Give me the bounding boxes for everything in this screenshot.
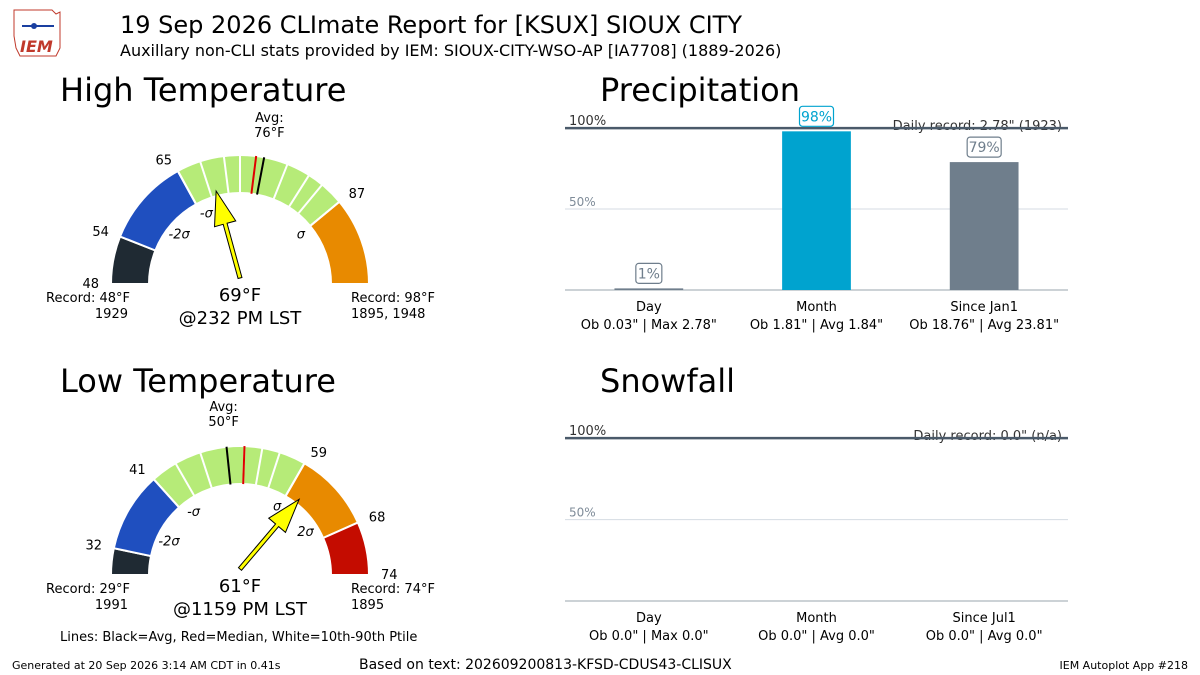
logo-text: IEM (20, 37, 53, 56)
avg-value: 50°F (208, 415, 239, 430)
page-title: 19 Sep 2026 CLImate Report for [KSUX] SI… (120, 11, 742, 39)
ref-label-100: 100% (569, 114, 606, 129)
bar-detail-label: Ob 0.0" | Max 0.0" (589, 629, 709, 644)
observed-arrow (237, 498, 301, 571)
avg-line (225, 446, 232, 485)
ptile-line (199, 452, 213, 489)
record-low-label: Record: 48°F (46, 291, 130, 306)
ptile-line (222, 155, 230, 194)
gauge-tick-label: 65 (156, 153, 173, 168)
ref-label-100: 100% (569, 424, 606, 439)
bar-detail-label: Ob 18.76" | Avg 23.81" (909, 318, 1059, 333)
gauge-tick-label: 74 (381, 568, 398, 583)
low-temp-gauge: Avg:50°F 32 41 59 68 74 -2σ -σ σ 2σ 61°F@1159 PM L… (46, 400, 435, 620)
observed-time: @1159 PM LST (173, 599, 308, 620)
bar (782, 131, 851, 290)
gauge-tick-label: 59 (311, 446, 328, 461)
low-temp-title: Low Temperature (60, 362, 336, 400)
sigma-label: -2σ (169, 228, 191, 243)
ptile-line (152, 478, 180, 509)
bar-category-label: Day (636, 300, 662, 315)
snow-title: Snowfall (600, 362, 735, 400)
ptile-line (287, 174, 310, 208)
median-line (250, 155, 258, 194)
ref-label-50: 50% (569, 195, 596, 209)
ptile-line (284, 462, 306, 497)
sigma-label: -2σ (158, 534, 180, 549)
observed-value: 61°F (219, 576, 261, 597)
gauge-tick-label: 68 (369, 511, 386, 526)
ptile-line (176, 170, 198, 205)
bar-value-box (635, 262, 663, 284)
gauge-tick-label: 54 (92, 225, 109, 240)
footer-app: IEM Autoplot App #218 (1060, 659, 1189, 672)
footer-generated: Generated at 20 Sep 2026 3:14 AM CDT in … (12, 659, 281, 672)
bar-detail-label: Ob 0.03" | Max 2.78" (581, 318, 717, 333)
legend-note: Lines: Black=Avg, Red=Median, White=10th… (60, 630, 417, 645)
avg-value: 76°F (254, 126, 285, 141)
ptile-line (309, 200, 341, 227)
bar-value-label: 98% (801, 109, 832, 125)
ptile-line (199, 161, 213, 198)
bar-category-label: Since Jul1 (952, 611, 1015, 626)
record-high-years: 1895, 1948 (351, 307, 425, 322)
record-low-years: 1929 (95, 307, 128, 322)
gauge-band (321, 521, 371, 576)
record-high-label: Record: 98°F (351, 291, 435, 306)
high-temp-gauge: Avg:76°F 48 54 65 87 -2σ -σ σ 69°F@232 PM LST Rec… (46, 111, 435, 329)
gauge-tick-label: 87 (349, 187, 366, 202)
bar-value-label: 79% (969, 140, 1000, 156)
ptile-line (254, 447, 264, 486)
bar-detail-label: Ob 0.0" | Avg 0.0" (758, 629, 875, 644)
gauge-tick-label: 32 (86, 539, 103, 554)
record-low-years: 1991 (95, 598, 128, 613)
gauge-tick-label: 48 (82, 277, 99, 292)
observed-time: @232 PM LST (179, 308, 303, 329)
sigma-label: -σ (187, 505, 201, 520)
ptile-line (174, 462, 196, 497)
ref-label-50: 50% (569, 506, 596, 520)
sigma-label: σ (273, 499, 282, 514)
bar (614, 288, 684, 290)
bar (949, 162, 1019, 290)
bar-value-box (966, 136, 1002, 158)
bar-value-label: 1% (638, 266, 660, 282)
record-high-years: 1895 (351, 598, 384, 613)
bar-value-box (798, 105, 835, 127)
ptile-line (267, 452, 281, 489)
ptile-line (272, 163, 289, 200)
gauge-tick-label: 41 (129, 463, 146, 478)
page-subtitle: Auxillary non-CLI stats provided by IEM:… (120, 41, 781, 60)
bar-detail-label: Ob 1.81" | Avg 1.84" (750, 318, 883, 333)
sigma-label: 2σ (297, 525, 314, 540)
avg-label: Avg: (255, 111, 283, 126)
bar-category-label: Day (636, 611, 662, 626)
avg-line (256, 157, 266, 195)
sigma-label: -σ (200, 207, 214, 222)
iem-logo: IEM (13, 9, 61, 57)
high-temp-title: High Temperature (60, 71, 346, 109)
avg-label: Avg: (209, 400, 237, 415)
bar-category-label: Since Jan1 (950, 300, 1018, 315)
ptile-line (297, 183, 324, 215)
observed-arrow (213, 189, 243, 280)
median-line (242, 446, 246, 485)
record-high-label: Record: 74°F (351, 582, 435, 597)
daily-record-note: Daily record: 2.78" (1923) (893, 119, 1062, 134)
gauge-band (308, 200, 371, 285)
bar-category-label: Month (796, 300, 837, 315)
bar-category-label: Month (796, 611, 837, 626)
daily-record-note: Daily record: 0.0" (n/a) (913, 429, 1062, 444)
precip-bar-chart: Daily record: 2.78" (1923) 100% 50% 1% Day Ob… (565, 105, 1068, 333)
bar-detail-label: Ob 0.0" | Avg 0.0" (926, 629, 1043, 644)
snow-bar-chart: Daily record: 0.0" (n/a) 100% 50% Day Ob 0.0… (565, 424, 1068, 644)
footer-source: Based on text: 202609200813-KFSD-CDUS43-… (359, 657, 732, 673)
record-low-label: Record: 29°F (46, 582, 130, 597)
sigma-label: σ (297, 228, 306, 243)
observed-value: 69°F (219, 285, 261, 306)
precip-title: Precipitation (600, 71, 800, 109)
